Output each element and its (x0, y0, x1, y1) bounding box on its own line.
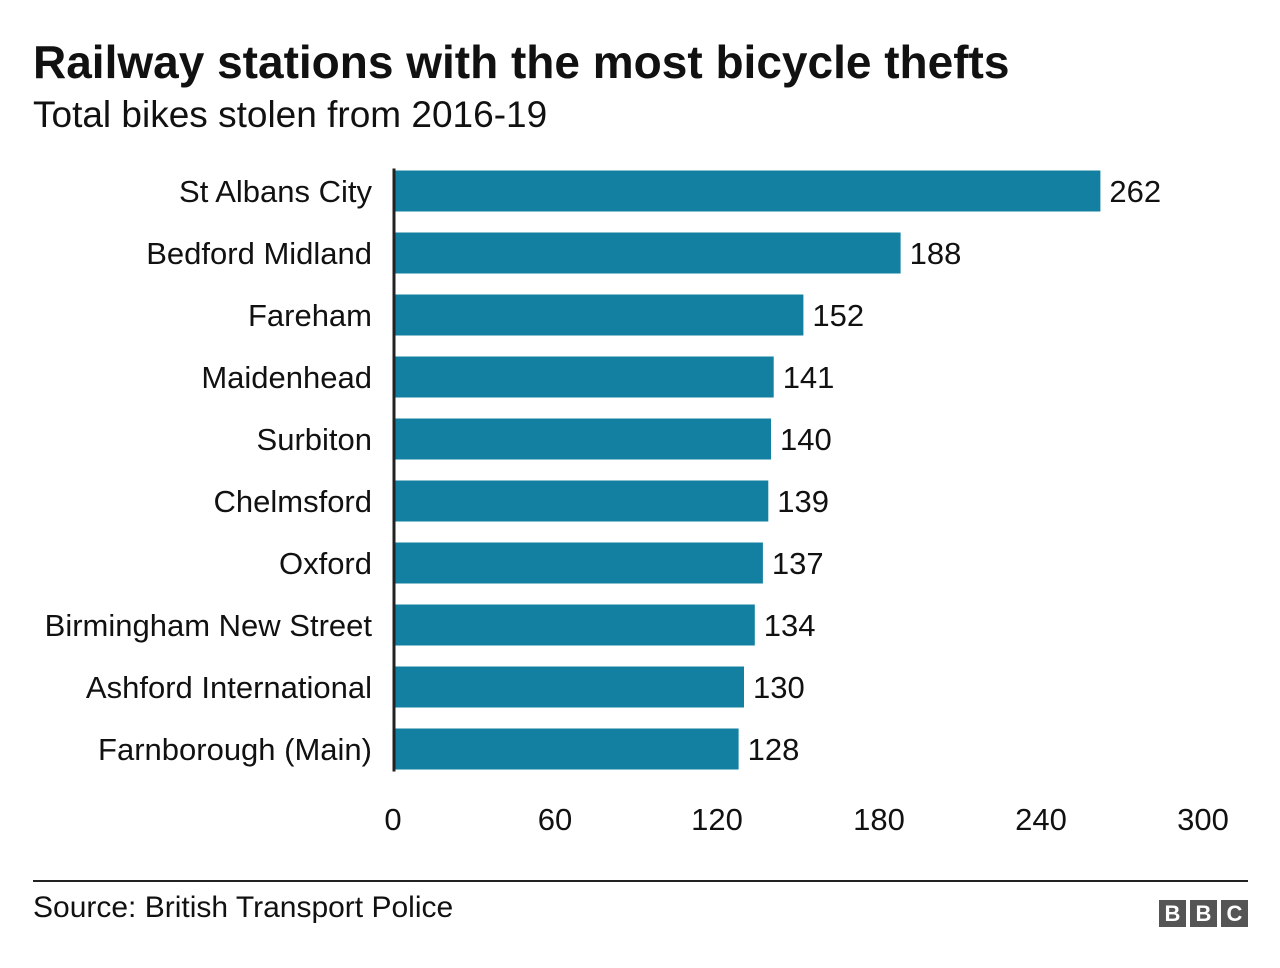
category-label-5: Chelmsford (214, 484, 373, 519)
data-label-3: 141 (783, 360, 835, 395)
x-tick-label-1: 60 (538, 802, 572, 837)
bar-chart: St Albans City 262 Bedford Midland 188 Fareh… (45, 168, 1229, 837)
bar-2 (393, 294, 804, 336)
category-label-4: Surbiton (257, 422, 372, 457)
bbc-logo-letter-b1: B (1159, 900, 1186, 927)
bar-4 (393, 418, 771, 460)
x-tick-label-3: 180 (853, 802, 905, 837)
category-label-1: Bedford Midland (146, 236, 372, 271)
data-label-7: 134 (764, 608, 816, 643)
bar-1 (393, 232, 901, 274)
category-label-7: Birmingham New Street (45, 608, 373, 643)
bar-7 (393, 604, 755, 646)
category-label-0: St Albans City (179, 174, 372, 209)
bar-6 (393, 542, 763, 584)
category-label-9: Farnborough (Main) (98, 732, 372, 767)
data-label-2: 152 (812, 298, 864, 333)
category-label-3: Maidenhead (201, 360, 372, 395)
x-tick-label-4: 240 (1015, 802, 1067, 837)
bar-3 (393, 356, 774, 398)
bbc-logo-letter-c: C (1221, 900, 1248, 927)
chart-title: Railway stations with the most bicycle t… (33, 36, 1010, 88)
data-label-9: 128 (748, 732, 800, 767)
data-label-0: 262 (1109, 174, 1161, 209)
chart-subtitle: Total bikes stolen from 2016-19 (33, 94, 548, 135)
x-tick-label-2: 120 (691, 802, 743, 837)
data-label-5: 139 (777, 484, 829, 519)
bbc-logo-letter-b2: B (1190, 900, 1217, 927)
bar-9 (393, 728, 739, 770)
bar-0 (393, 170, 1101, 212)
data-label-8: 130 (753, 670, 805, 705)
bar-5 (393, 480, 769, 522)
bar-8 (393, 666, 744, 708)
data-label-4: 140 (780, 422, 832, 457)
x-tick-label-0: 0 (384, 802, 401, 837)
category-label-8: Ashford International (86, 670, 372, 705)
data-label-1: 188 (910, 236, 962, 271)
footer-divider (33, 880, 1248, 882)
source-note: Source: British Transport Police (33, 891, 454, 924)
bbc-logo: B B C (1159, 900, 1248, 927)
category-label-2: Fareham (248, 298, 372, 333)
category-label-6: Oxford (279, 546, 372, 581)
data-label-6: 137 (772, 546, 824, 581)
x-tick-label-5: 300 (1177, 802, 1229, 837)
